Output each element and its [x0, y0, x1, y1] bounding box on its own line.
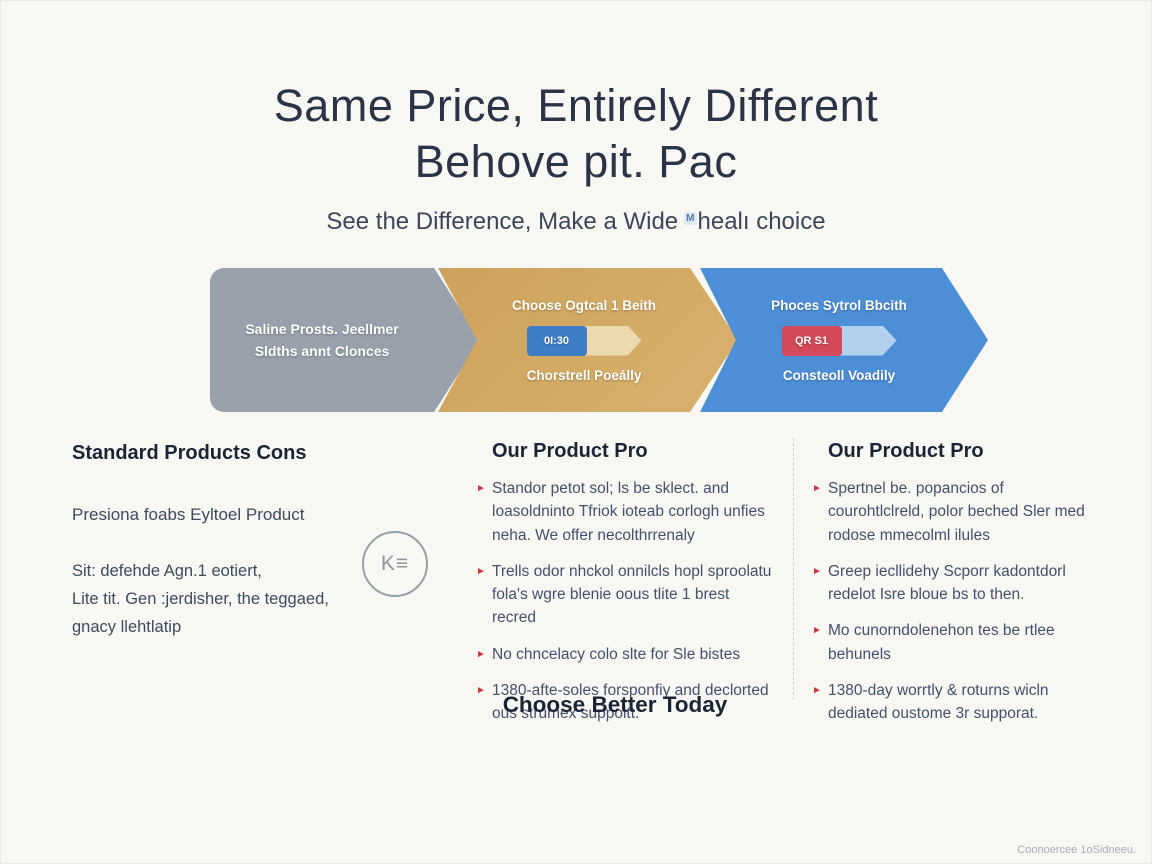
- subtitle-suffix: healı choice: [697, 208, 826, 235]
- left-paragraph-line: gnacy llehtlatip: [72, 618, 182, 637]
- column-divider: [793, 438, 794, 700]
- left-column-subheading: Presiona foabs Eyltoel Product: [72, 505, 305, 524]
- left-paragraph-line: Sit: defehde Agn.1 eotiert,: [72, 562, 262, 580]
- bullet-arrow-icon: ►: [812, 565, 822, 577]
- title-line-1: Same Price, Entirely Different: [273, 80, 879, 131]
- step-choose-optical: Choose Ogtcal 1 Beith 0I:30 Chorstrell P…: [438, 268, 738, 412]
- bullet-text: No chncelacy colo slte for Sle bistes: [492, 645, 741, 663]
- k-icon-glyph: K≡: [380, 552, 410, 575]
- step-blue-progress: QR S1: [781, 325, 897, 356]
- list-item: ► Mo cunorndolenehon tes be rtlee behune…: [812, 619, 1094, 666]
- middle-column-heading: Our Product Pro: [492, 440, 648, 462]
- subtitle-text: See the Difference, Make a Wide: [326, 208, 679, 235]
- list-item: ► Trells odor nhckol onnilcls hopl sproo…: [476, 560, 776, 630]
- trademark-chip-icon: M: [684, 212, 697, 225]
- column-our-product-pro-1: Our Product Pro ► Standor petot sol; ls …: [476, 440, 776, 738]
- title-line-2: Behove pit. Pac: [414, 135, 738, 187]
- bullet-arrow-icon: ►: [476, 565, 486, 577]
- bullet-text: 1380-afte-soles forsponfiy and declorted…: [492, 681, 769, 722]
- list-item: ► 1380-day worrtly & roturns wicln dedia…: [812, 679, 1094, 726]
- step-gold-badge: 0I:30: [526, 325, 587, 356]
- list-item: ► 1380-afte-soles forsponfiy and declort…: [476, 679, 776, 726]
- step-gold-top-label: Choose Ogtcal 1 Beith: [511, 297, 657, 313]
- bullet-text: 1380-day worrtly & roturns wicln dediate…: [828, 681, 1049, 722]
- bullet-arrow-icon: ►: [476, 648, 486, 660]
- column-our-product-pro-2: Our Product Pro ► Spertnel be. popancios…: [812, 440, 1094, 738]
- left-column-heading: Standard Products Cons: [72, 442, 307, 464]
- list-item: ► Standor petot sol; ls be sklect. and l…: [476, 477, 776, 547]
- step-gold-bottom-label: Chorstrell Poeálly: [526, 367, 642, 383]
- step-blue-top-label: Phoces Sytrol Bbcith: [771, 297, 907, 313]
- process-arrow-banner: Saline Prosts. Jeellmer Sldths annt Clon…: [0, 268, 1152, 412]
- step-process-control: Phoces Sytrol Bbcith QR S1 Consteoll Voa…: [700, 268, 988, 412]
- bullet-text: Standor petot sol; ls be sklect. and loa…: [492, 480, 765, 544]
- page-title: Same Price, Entirely Different Behove pi…: [0, 78, 1152, 190]
- list-item: ► Spertnel be. popancios of courohtlclre…: [812, 477, 1094, 547]
- bullet-text: Mo cunorndolenehon tes be rtlee behunels: [828, 622, 1055, 663]
- step-blue-badge: QR S1: [781, 325, 842, 356]
- bullet-arrow-icon: ►: [812, 625, 822, 637]
- list-item: ► Greep iecllidehy Scporr kadontdorl red…: [812, 560, 1094, 607]
- step-gray-line-1: Saline Prosts. Jeellmer: [245, 320, 399, 337]
- cta-heading: Choose Better Today: [502, 692, 728, 717]
- step-standard-products: Saline Prosts. Jeellmer Sldths annt Clon…: [210, 268, 480, 412]
- column-standard-products-cons: Standard Products Cons Presiona foabs Ey…: [72, 442, 377, 641]
- bullet-text: Spertnel be. popancios of courohtlclreld…: [828, 480, 1085, 544]
- step-gray-line-2: Sldths annt Clonces: [254, 343, 390, 359]
- bullet-arrow-icon: ►: [812, 684, 822, 696]
- step-gold-progress: 0I:30: [526, 325, 642, 356]
- bullet-arrow-icon: ►: [476, 483, 486, 494]
- bullet-text: Greep iecllidehy Scporr kadontdorl redel…: [828, 562, 1066, 603]
- bullet-text: Trells odor nhckol onnilcls hopl sproola…: [492, 562, 772, 627]
- bullet-arrow-icon: ►: [476, 684, 486, 696]
- right-bullet-list: ► Spertnel be. popancios of courohtlclre…: [812, 477, 1094, 725]
- k-list-badge-icon: K≡: [362, 531, 428, 597]
- step-blue-tail-arrow-icon: [838, 325, 897, 356]
- step-gold-tail-arrow-icon: [583, 325, 642, 356]
- right-column-heading: Our Product Pro: [828, 440, 984, 462]
- bullet-arrow-icon: ►: [812, 483, 822, 494]
- left-column-paragraph: Sit: defehde Agn.1 eotiert, Lite tit. Ge…: [72, 557, 377, 641]
- footer-watermark: Coonoercee 1oSidneeu.: [1017, 844, 1136, 856]
- list-item: ► No chncelacy colo slte for Sle bistes: [476, 643, 776, 666]
- middle-bullet-list: ► Standor petot sol; ls be sklect. and l…: [476, 477, 776, 725]
- left-paragraph-line: Lite tit. Gen :jerdisher, the teggaed,: [72, 590, 329, 609]
- step-blue-bottom-label: Consteoll Voadily: [782, 367, 896, 383]
